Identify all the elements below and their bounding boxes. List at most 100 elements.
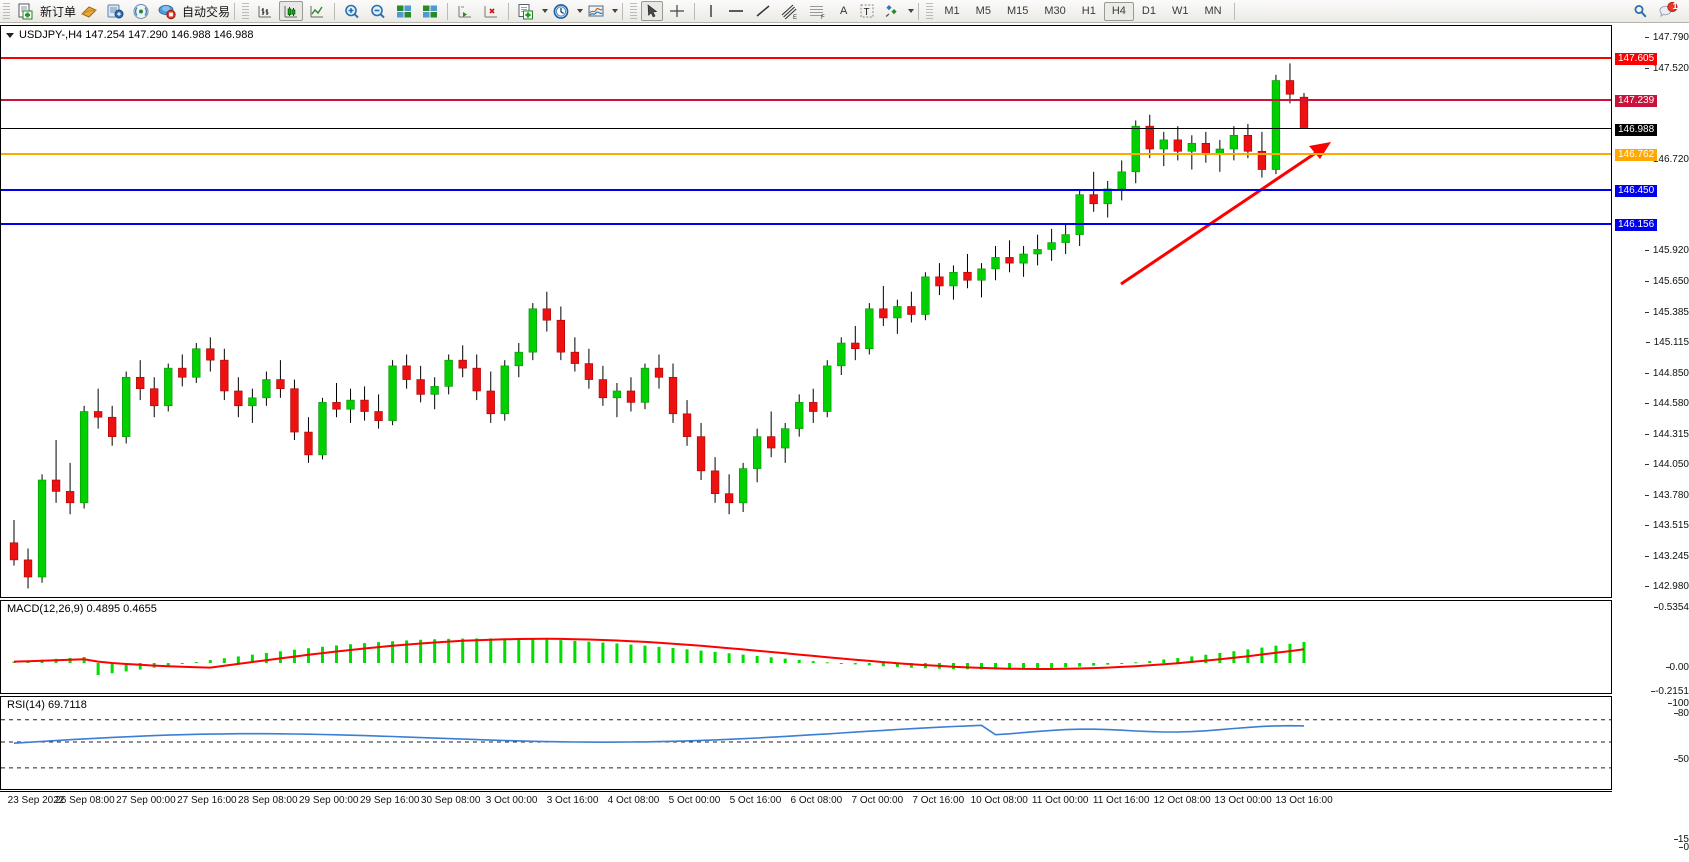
alerts-badge-count: 1: [1672, 1, 1678, 11]
toolbar-grip[interactable]: [3, 2, 10, 20]
zoom-out-icon[interactable]: [366, 1, 390, 21]
cursor-icon[interactable]: [641, 1, 664, 21]
time-tick: 4 Oct 08:00: [607, 795, 660, 806]
price-level-label[interactable]: 146.988: [1615, 123, 1658, 136]
timeframe-button-h4[interactable]: H4: [1103, 1, 1134, 21]
price-level-line[interactable]: [1, 57, 1611, 60]
price-tick: 147.790: [1644, 33, 1689, 43]
price-tick: 145.115: [1645, 338, 1689, 348]
price-level-line[interactable]: [1, 222, 1611, 225]
toolbar-separator-6: [694, 2, 696, 20]
indicators-icon[interactable]: [514, 1, 538, 21]
rsi-scale-tick: 50: [1673, 755, 1689, 765]
price-tick: 144.580: [1644, 399, 1689, 409]
scroll-right-icon[interactable]: [453, 1, 477, 21]
price-tick: 145.650: [1644, 277, 1689, 287]
tile-windows-icon[interactable]: [392, 1, 416, 21]
price-level-label[interactable]: 146.450: [1615, 184, 1658, 197]
price-scale[interactable]: 147.790 147.520 145.920 145.650 145.385 145.1…: [1613, 25, 1689, 853]
price-pane[interactable]: USDJPY-,H4 147.254 147.290 146.988 146.9…: [0, 25, 1612, 598]
timeframe-button-h1[interactable]: H1: [1081, 5, 1096, 17]
toolbar-separator: [234, 2, 236, 20]
templates-icon[interactable]: [584, 1, 608, 21]
symbol-header[interactable]: USDJPY-,H4 147.254 147.290 146.988 146.9…: [4, 29, 256, 41]
timeframe-button-mn[interactable]: MN: [1204, 5, 1222, 17]
price-tick: 144.315: [1644, 429, 1689, 440]
indicators-dropdown-caret[interactable]: [542, 9, 549, 13]
macd-scale-tick: 0.5354: [1654, 603, 1689, 613]
text-icon[interactable]: A: [840, 5, 848, 17]
price-candles-layer: [9, 63, 1331, 589]
periods-icon[interactable]: [549, 1, 573, 21]
toolbar-separator-7: [918, 2, 920, 20]
macd-pane[interactable]: MACD(12,26,9) 0.4895 0.4655: [0, 600, 1612, 694]
periods-dropdown-caret[interactable]: [577, 9, 584, 13]
new-order-label[interactable]: 新订单: [40, 4, 77, 19]
toolbar-separator-3: [447, 2, 449, 20]
hline-icon[interactable]: [723, 1, 749, 21]
text-label-icon[interactable]: T: [856, 1, 878, 21]
timeframe-button-m30[interactable]: M30: [1044, 5, 1066, 17]
time-tick: 3 Oct 16:00: [546, 795, 599, 806]
time-tick: 6 Oct 08:00: [790, 795, 843, 806]
candlestick-chart-icon[interactable]: [279, 1, 304, 21]
price-level-line[interactable]: [1, 98, 1611, 101]
price-level-line[interactable]: [1, 127, 1611, 129]
alerts-icon[interactable]: 1: [1655, 1, 1681, 21]
time-tick: 27 Sep 00:00: [116, 795, 176, 806]
line-chart-icon[interactable]: [305, 1, 329, 21]
price-level-line[interactable]: [1, 188, 1611, 191]
rsi-scale-tick: 80: [1673, 709, 1689, 719]
timeframe-button-w1[interactable]: W1: [1171, 5, 1189, 17]
objects-icon[interactable]: [880, 1, 904, 21]
price-tick: 145.920: [1644, 246, 1689, 256]
navigator-icon[interactable]: [103, 1, 127, 21]
rsi-pane[interactable]: RSI(14) 69.7118: [0, 696, 1612, 790]
time-tick: 28 Sep 08:00: [238, 795, 298, 806]
chart-area: USDJPY-,H4 147.254 147.290 146.988 146.9…: [0, 23, 1689, 862]
fibonacci-icon[interactable]: F: [805, 1, 831, 21]
zoom-in-icon[interactable]: [340, 1, 364, 21]
vline-icon[interactable]: [700, 1, 721, 21]
price-level-label[interactable]: 146.762: [1615, 149, 1658, 162]
trend-arrow[interactable]: [1120, 142, 1331, 286]
bar-chart-icon[interactable]: [253, 1, 277, 21]
toolbar-separator-5: [622, 2, 624, 20]
price-tick: 144.050: [1644, 459, 1689, 470]
auto-scroll-icon[interactable]: [479, 1, 503, 21]
trendline-icon[interactable]: [751, 1, 775, 21]
timeframe-button-m5[interactable]: M5: [975, 5, 991, 17]
timeframe-button-d1[interactable]: D1: [1141, 5, 1156, 17]
templates-dropdown-caret[interactable]: [612, 9, 619, 13]
auto-trading-icon[interactable]: [155, 1, 179, 21]
price-tick: 145.385: [1644, 307, 1689, 318]
price-level-label[interactable]: 147.239: [1615, 94, 1658, 107]
time-tick: 26 Sep 08:00: [55, 795, 115, 806]
new-order-icon[interactable]: [14, 1, 37, 21]
time-scale[interactable]: 23 Sep 2022 26 Sep 08:00 27 Sep 00:00 27 Se…: [0, 791, 1612, 809]
toolbar-grip-charts[interactable]: [242, 2, 250, 20]
crosshair-icon[interactable]: [665, 1, 689, 21]
timeframe-button-m1[interactable]: M1: [944, 5, 960, 17]
toolbar-grip-tools[interactable]: [630, 2, 638, 20]
data-window-icon[interactable]: [77, 1, 101, 21]
objects-dropdown-caret[interactable]: [908, 9, 915, 13]
price-level-label[interactable]: 147.605: [1615, 53, 1658, 66]
price-level-line[interactable]: [1, 153, 1611, 156]
rsi-scale-tick: 100: [1668, 699, 1689, 709]
toolbar-separator-8: [1233, 2, 1235, 20]
price-level-label[interactable]: 146.156: [1615, 218, 1658, 231]
chart-shift-icon[interactable]: [418, 1, 442, 21]
search-icon[interactable]: [1629, 1, 1653, 21]
equidistant-channel-icon[interactable]: E: [777, 1, 803, 21]
timeframe-button-m15[interactable]: M15: [1006, 5, 1029, 17]
chevron-down-icon[interactable]: [6, 32, 14, 38]
rsi-scale-tick: 15: [1673, 835, 1689, 845]
time-tick: 23 Sep 2022: [7, 795, 65, 806]
main-toolbar: 新订单: [0, 0, 1689, 23]
signals-icon[interactable]: [129, 1, 153, 21]
auto-trading-label[interactable]: 自动交易: [182, 4, 231, 19]
toolbar-grip-timeframes[interactable]: [926, 2, 934, 20]
rsi-scale-tick: 0: [1679, 843, 1689, 853]
